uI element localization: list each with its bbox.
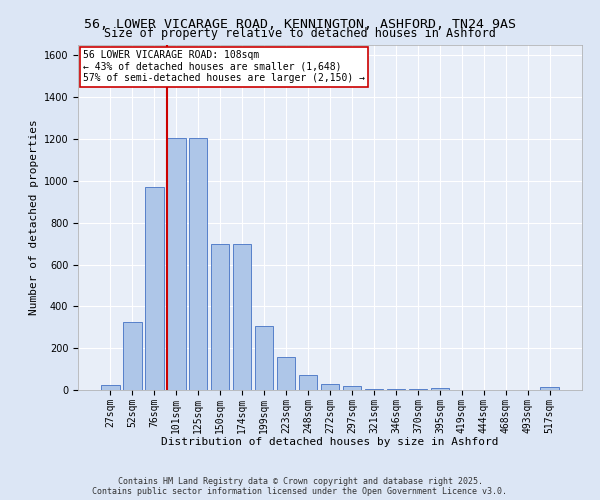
Text: Size of property relative to detached houses in Ashford: Size of property relative to detached ho… <box>104 28 496 40</box>
Text: Contains HM Land Registry data © Crown copyright and database right 2025.
Contai: Contains HM Land Registry data © Crown c… <box>92 476 508 496</box>
Bar <box>123 322 142 390</box>
Text: 56, LOWER VICARAGE ROAD, KENNINGTON, ASHFORD, TN24 9AS: 56, LOWER VICARAGE ROAD, KENNINGTON, ASH… <box>84 18 516 30</box>
Bar <box>343 386 361 390</box>
Bar <box>431 388 449 390</box>
X-axis label: Distribution of detached houses by size in Ashford: Distribution of detached houses by size … <box>161 437 499 447</box>
Bar <box>541 388 559 390</box>
Bar <box>386 389 405 390</box>
Y-axis label: Number of detached properties: Number of detached properties <box>29 120 40 316</box>
Bar <box>189 138 208 390</box>
Bar <box>409 389 427 390</box>
Bar <box>167 138 185 390</box>
Bar <box>255 326 274 390</box>
Bar <box>365 389 383 390</box>
Text: 56 LOWER VICARAGE ROAD: 108sqm
← 43% of detached houses are smaller (1,648)
57% : 56 LOWER VICARAGE ROAD: 108sqm ← 43% of … <box>83 50 365 84</box>
Bar <box>299 376 317 390</box>
Bar <box>101 385 119 390</box>
Bar <box>320 384 340 390</box>
Bar <box>145 187 164 390</box>
Bar <box>233 244 251 390</box>
Bar <box>211 244 229 390</box>
Bar <box>277 356 295 390</box>
